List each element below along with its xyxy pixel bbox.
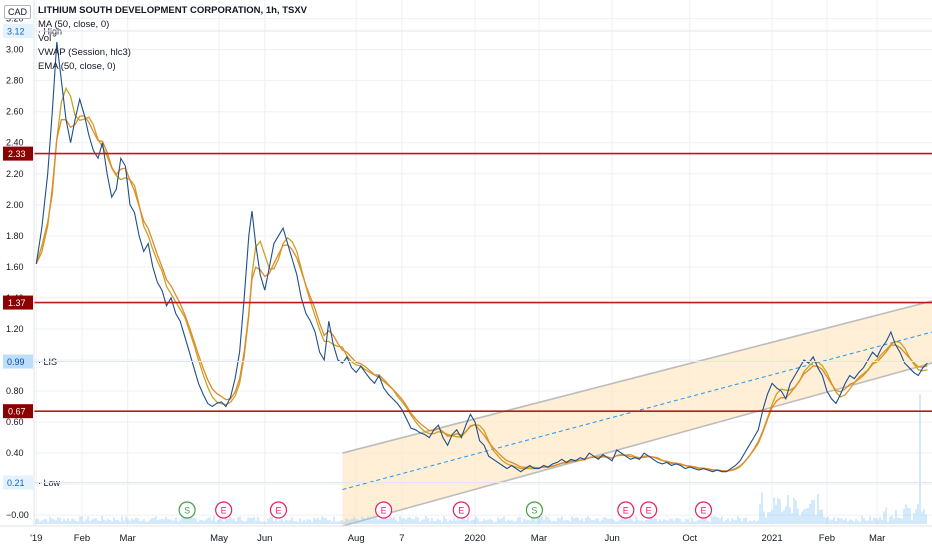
x-tick-label: 2020 (464, 533, 485, 544)
level-price-text: 2.33 (8, 149, 26, 159)
y-tick-label: 0.60 (6, 417, 24, 427)
x-tick-label: Mar (531, 533, 547, 544)
split-event-marker[interactable] (178, 501, 196, 519)
event-marker-letter: E (381, 506, 387, 516)
price-line (35, 41, 928, 473)
legend-vol[interactable]: Vol (38, 33, 52, 44)
event-marker-letter: E (623, 506, 629, 516)
y-tick-label: 2.00 (6, 200, 24, 210)
event-marker-letter: S (184, 506, 190, 516)
x-tick-label: 7 (399, 533, 404, 544)
low-tag (3, 475, 33, 490)
event-marker-letter: E (458, 506, 464, 516)
volume-bars (35, 394, 927, 524)
ema-line (35, 115, 928, 472)
channel-upper (342, 300, 932, 454)
y-tick-label: 1.60 (6, 262, 24, 272)
event-marker-letter: E (221, 506, 227, 516)
y-tick-label: 0.80 (6, 386, 24, 396)
regression-channel (342, 300, 932, 527)
legend-ema[interactable]: EMA (50, close, 0) (38, 61, 116, 72)
event-marker-letter: E (646, 506, 652, 516)
earnings-event-marker[interactable] (269, 501, 288, 519)
legend-ma[interactable]: MA (50, close, 0) (38, 19, 110, 30)
event-marker-letter: E (275, 506, 281, 516)
x-tick-label: Feb (819, 533, 835, 544)
earnings-event-marker[interactable] (215, 501, 233, 519)
y-tick-label: 2.20 (6, 169, 24, 179)
level-price-tag (3, 404, 33, 419)
earnings-event-marker[interactable] (375, 501, 393, 519)
level-price-text: 0.67 (8, 407, 26, 417)
earnings-event-marker[interactable] (640, 501, 658, 519)
y-tick-label: 1.80 (6, 231, 24, 241)
y-tick-label: 3.00 (6, 45, 24, 55)
y-axis: 3.203.002.802.602.402.202.001.801.601.40… (3, 0, 932, 526)
x-tick-label: Oct (682, 533, 697, 544)
x-tick-label: Jun (257, 533, 272, 544)
legend-vwap[interactable]: VWAP (Session, hlc3) (38, 47, 131, 58)
x-tick-label: Feb (74, 533, 90, 544)
x-tick-label: Mar (869, 533, 885, 544)
x-tick-label: 2021 (761, 533, 782, 544)
y-tick-label: 1.20 (6, 324, 24, 334)
last-tag (3, 354, 33, 369)
horizontal-levels (34, 152, 932, 412)
level-price-tag (3, 295, 33, 310)
split-event-marker[interactable] (525, 501, 544, 519)
event-marker-letter: S (531, 506, 537, 516)
x-tick-label: Mar (119, 533, 135, 544)
y-tick-label: 2.80 (6, 76, 24, 86)
earnings-event-marker[interactable] (617, 501, 635, 519)
y-tick-label: −0.00 (6, 510, 29, 520)
price-series (35, 41, 928, 473)
y-tick-label: 2.40 (6, 138, 24, 148)
last-value: 0.99 (7, 357, 25, 367)
earnings-event-marker[interactable] (694, 501, 713, 519)
level-price-text: 1.37 (8, 298, 26, 308)
legend-symbol[interactable]: LITHIUM SOUTH DEVELOPMENT CORPORATION, 1… (38, 5, 308, 16)
x-tick-label: Jun (604, 533, 619, 544)
high-value: 3.12 (7, 27, 25, 37)
event-marker-letter: E (700, 506, 706, 516)
currency-label[interactable]: CAD (4, 5, 32, 19)
ma-line (35, 86, 928, 472)
low-value: 0.21 (7, 478, 25, 488)
x-tick-label: Aug (348, 533, 365, 544)
x-axis: '19 Feb Mar May Jun Aug 7 2020 Mar Jun Oct 2021 Feb M… (0, 525, 932, 544)
earnings-event-marker[interactable] (452, 501, 470, 519)
y-tick-label: 2.60 (6, 107, 24, 117)
x-tick-label: May (210, 533, 228, 544)
chart-legend: LITHIUM SOUTH DEVELOPMENT CORPORATION, 1… (38, 4, 307, 74)
high-tag (3, 24, 33, 39)
x-tick-label: '19 (30, 533, 42, 544)
channel-lower (342, 362, 932, 527)
level-price-tag (3, 146, 33, 161)
channel-fill (342, 301, 932, 526)
y-tick-label: 0.40 (6, 448, 24, 458)
channel-midline (342, 331, 932, 491)
